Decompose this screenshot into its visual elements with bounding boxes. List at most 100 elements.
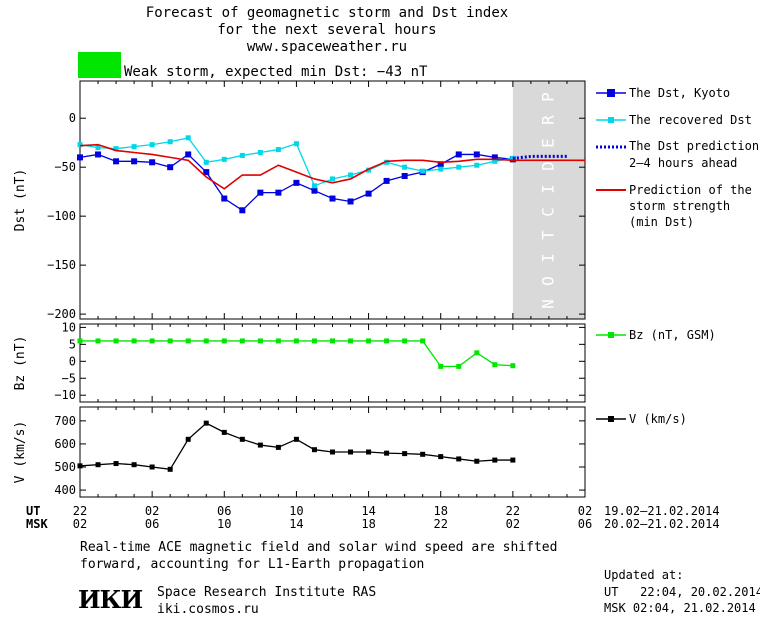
series-point <box>275 444 281 450</box>
series-point <box>131 158 138 165</box>
series-point <box>131 144 137 150</box>
series-point <box>366 449 372 455</box>
y-tick-label: 400 <box>54 483 76 497</box>
series-point <box>384 159 390 165</box>
series-point <box>131 338 137 344</box>
series-point <box>257 189 264 196</box>
series-point <box>113 158 120 165</box>
y-axis-label: V (km/s) <box>13 421 28 484</box>
legend-bz: Bz (nT, GSM) <box>629 328 716 342</box>
storm-indicator <box>78 52 121 78</box>
series-point <box>167 139 173 145</box>
ut-tick-label: 14 <box>361 504 375 518</box>
institute-name: Space Research Institute RAS <box>157 585 377 600</box>
legend-dst-kyoto: The Dst, Kyoto <box>629 86 730 100</box>
series-point <box>473 151 480 158</box>
series-point <box>311 187 318 194</box>
prediction-letter: P <box>538 92 557 102</box>
series-point <box>185 338 191 344</box>
series-point <box>438 363 444 369</box>
legend-v: V (km/s) <box>629 412 687 426</box>
updated-label: Updated at: <box>604 568 684 582</box>
series-point <box>293 179 300 186</box>
prediction-letter: E <box>538 138 557 148</box>
series-point <box>510 363 516 369</box>
y-tick-label: 0 <box>69 111 76 125</box>
storm-label: Weak storm, expected min Dst: −43 nT <box>124 64 428 80</box>
series-point <box>275 147 281 153</box>
series-point <box>491 154 498 161</box>
series-point <box>149 464 155 470</box>
series-point <box>95 145 101 151</box>
series-point <box>348 449 354 455</box>
ut-tick-label: 22 <box>506 504 520 518</box>
prediction-letter: I <box>538 184 557 194</box>
series-line <box>512 154 567 160</box>
series-point <box>420 168 426 174</box>
series-point <box>492 158 498 164</box>
y-tick-label: −10 <box>54 388 76 402</box>
series-point <box>185 436 191 442</box>
ut-ticks: 22 02 06 10 14 18 22 02 <box>73 504 592 518</box>
series-point <box>348 172 354 178</box>
y-tick-label: −5 <box>62 371 76 385</box>
series-point <box>167 466 173 472</box>
panel-frame <box>79 323 586 403</box>
msk-ticks: 02 06 10 14 18 22 02 06 <box>73 517 592 531</box>
series-point <box>330 449 335 455</box>
series-point <box>455 151 462 158</box>
series-point <box>311 338 317 344</box>
series-point <box>149 159 156 166</box>
y-tick-label: 500 <box>54 460 76 474</box>
ut-label: UT <box>26 504 40 518</box>
series-point <box>401 173 408 180</box>
msk-tick-label: 22 <box>433 517 447 531</box>
series-point <box>95 462 101 468</box>
series-point <box>221 195 228 202</box>
series-point <box>203 159 209 165</box>
prediction-letter: D <box>538 161 557 171</box>
chart-title-line2: for the next several hours <box>217 22 436 38</box>
prediction-letters: P R E D I C T I O N <box>538 92 557 309</box>
series-line <box>79 143 585 190</box>
series-point <box>366 167 372 173</box>
series-point <box>167 338 173 344</box>
ut-tick-label: 02 <box>145 504 159 518</box>
msk-tick-label: 06 <box>145 517 159 531</box>
series-point <box>474 162 480 168</box>
legend-recovered-dst: The recovered Dst <box>629 113 752 127</box>
series-point <box>257 338 263 344</box>
chart-title-line1: Forecast of geomagnetic storm and Dst in… <box>146 5 508 21</box>
series-line <box>80 340 513 368</box>
series-point <box>113 146 119 152</box>
series-line <box>79 422 513 471</box>
y-tick-label: 5 <box>69 337 76 351</box>
series-point <box>239 436 245 442</box>
msk-tick-label: 02 <box>506 517 520 531</box>
series-point <box>348 338 354 344</box>
ut-tick-label: 06 <box>217 504 231 518</box>
msk-date-range: 20.02–21.02.2014 <box>604 517 720 531</box>
series-point <box>149 338 155 344</box>
series-point <box>293 338 299 344</box>
series-point <box>384 338 390 344</box>
ut-tick-label: 18 <box>433 504 447 518</box>
updated-ut: UT 22:04, 20.02.2014 <box>604 585 760 599</box>
msk-tick-label: 06 <box>578 517 592 531</box>
series-point <box>311 447 317 453</box>
ut-tick-label: 02 <box>578 504 592 518</box>
legend: The Dst, Kyoto The recovered Dst The Dst… <box>596 86 759 426</box>
series-point <box>402 338 408 344</box>
ut-date-range: 19.02–21.02.2014 <box>604 504 720 518</box>
series-point <box>438 454 444 460</box>
chart-website: www.spaceweather.ru <box>247 39 407 55</box>
series-point <box>329 195 336 202</box>
series-point <box>77 338 83 344</box>
series-point <box>77 142 83 148</box>
series-point <box>402 451 408 457</box>
series-point <box>203 169 210 176</box>
series-point <box>113 461 119 467</box>
series-point <box>257 149 263 155</box>
legend-strength-line3: (min Dst) <box>629 215 694 229</box>
